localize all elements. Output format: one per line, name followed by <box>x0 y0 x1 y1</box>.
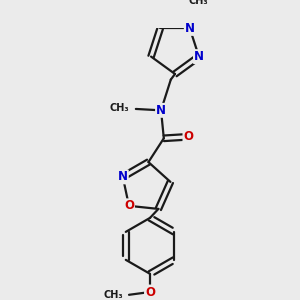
Text: O: O <box>124 199 134 212</box>
Text: CH₃: CH₃ <box>188 0 208 6</box>
Text: O: O <box>183 130 194 143</box>
Text: CH₃: CH₃ <box>104 290 123 300</box>
Text: O: O <box>145 286 155 298</box>
Text: N: N <box>185 22 195 35</box>
Text: N: N <box>194 50 204 63</box>
Text: N: N <box>156 104 166 117</box>
Text: CH₃: CH₃ <box>109 103 129 112</box>
Text: N: N <box>118 170 128 183</box>
